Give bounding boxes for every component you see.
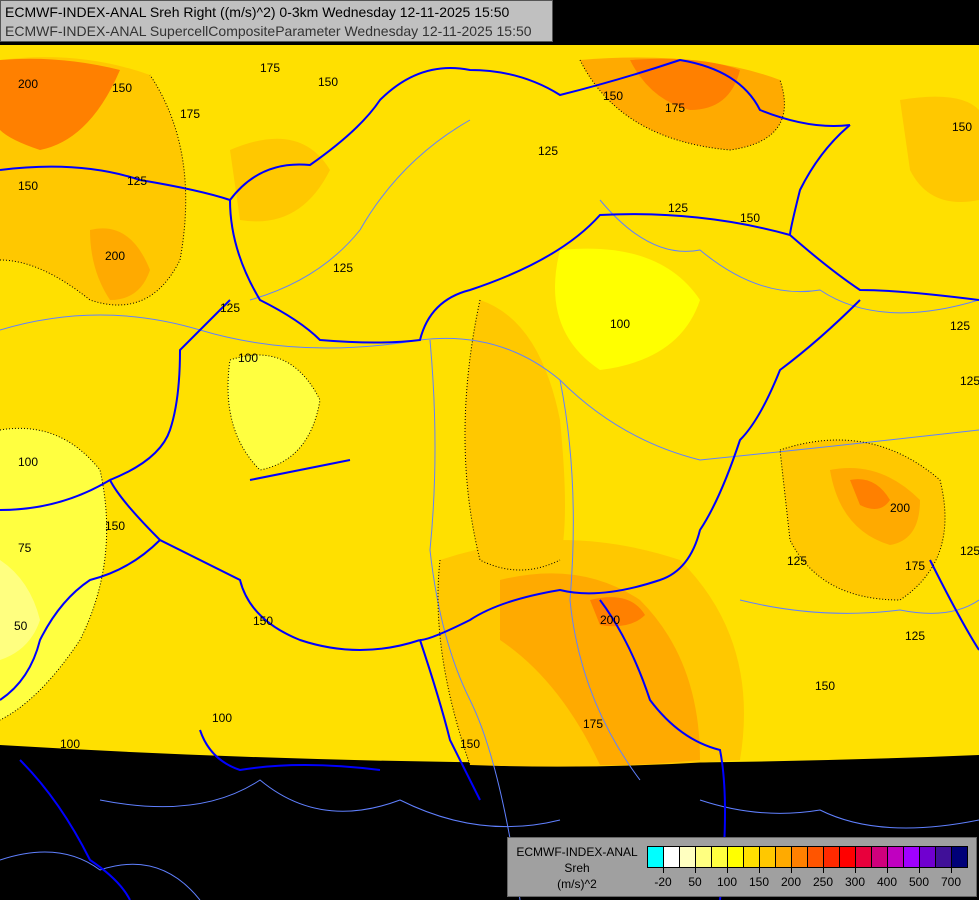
- top-nodata: [553, 0, 979, 45]
- legend-tick: [663, 868, 664, 873]
- contour-label: 200: [600, 613, 620, 627]
- contour-lines: [0, 59, 946, 766]
- legend-parameter: Sreh: [564, 861, 590, 875]
- contour-label: 200: [18, 77, 38, 91]
- legend-tick-label: 200: [780, 875, 802, 889]
- legend-tick-label: 500: [908, 875, 930, 889]
- contour-label: 175: [180, 107, 200, 121]
- map-title-box: ECMWF-INDEX-ANAL Sreh Right ((m/s)^2) 0-…: [0, 0, 553, 42]
- contour-label: 150: [460, 737, 480, 751]
- contour-label: 125: [787, 554, 807, 568]
- contour-labels: 200 150 175 150 175 150 175 125 125 150 125 150 150 2…: [14, 61, 979, 751]
- contour-label: 150: [318, 75, 338, 89]
- contour-label: 150: [18, 179, 38, 193]
- contour-label: 150: [105, 519, 125, 533]
- contour-label: 175: [260, 61, 280, 75]
- legend-swatch: [648, 847, 664, 867]
- legend-swatch: [712, 847, 728, 867]
- legend-tick-label: 300: [844, 875, 866, 889]
- legend-tick-label: 150: [748, 875, 770, 889]
- contour-label: 125: [127, 174, 147, 188]
- title-line-1: ECMWF-INDEX-ANAL Sreh Right ((m/s)^2) 0-…: [5, 4, 510, 20]
- legend-swatch: [840, 847, 856, 867]
- contour-label: 150: [603, 89, 623, 103]
- legend-swatch: [824, 847, 840, 867]
- legend-color-bar: [647, 846, 968, 868]
- legend-swatch: [872, 847, 888, 867]
- contour-label: 200: [890, 501, 910, 515]
- country-borders: [0, 58, 979, 900]
- contour-label: 200: [105, 249, 125, 263]
- legend-tick-label: 100: [716, 875, 738, 889]
- legend-unit: (m/s)^2: [557, 877, 597, 891]
- contour-label: 75: [18, 541, 32, 555]
- legend-tick: [791, 868, 792, 873]
- legend-swatch: [888, 847, 904, 867]
- field-100-zone: [0, 428, 107, 720]
- legend-swatch: [920, 847, 936, 867]
- contour-label: 125: [960, 374, 979, 388]
- contour-label: 125: [220, 301, 240, 315]
- contour-label: 125: [668, 201, 688, 215]
- legend-swatch: [792, 847, 808, 867]
- legend-tick: [823, 868, 824, 873]
- contour-label: 175: [905, 559, 925, 573]
- contour-label: 175: [583, 717, 603, 731]
- contour-label: 50: [14, 619, 28, 633]
- legend-swatch: [728, 847, 744, 867]
- legend-swatch: [696, 847, 712, 867]
- contour-label: 150: [740, 211, 760, 225]
- legend-tick: [951, 868, 952, 873]
- legend-tick-label: -20: [654, 875, 672, 889]
- legend-tick-label: 700: [940, 875, 962, 889]
- contour-label: 100: [610, 317, 630, 331]
- legend-swatch: [808, 847, 824, 867]
- legend-tick: [727, 868, 728, 873]
- contour-label: 100: [60, 737, 80, 751]
- legend-swatch: [776, 847, 792, 867]
- contour-label: 125: [333, 261, 353, 275]
- legend-tick-label: 250: [812, 875, 834, 889]
- contour-label: 150: [112, 81, 132, 95]
- legend-swatch: [680, 847, 696, 867]
- contour-label: 175: [665, 101, 685, 115]
- contour-label: 100: [212, 711, 232, 725]
- legend-tick: [919, 868, 920, 873]
- legend-swatch: [664, 847, 680, 867]
- legend-swatch: [952, 847, 967, 867]
- legend-model: ECMWF-INDEX-ANAL: [516, 845, 638, 859]
- contour-label: 125: [538, 144, 558, 158]
- legend-tick: [855, 868, 856, 873]
- contour-label: 100: [18, 455, 38, 469]
- title-line-2: ECMWF-INDEX-ANAL SupercellCompositeParam…: [5, 23, 532, 39]
- color-legend: ECMWF-INDEX-ANAL Sreh (m/s)^2 -20 50 100 15…: [507, 837, 977, 897]
- contour-label: 125: [960, 544, 979, 558]
- legend-swatch: [904, 847, 920, 867]
- legend-tick-label: 50: [688, 875, 702, 889]
- legend-swatch: [760, 847, 776, 867]
- legend-tick: [887, 868, 888, 873]
- contour-label: 150: [815, 679, 835, 693]
- legend-tick-label: 400: [876, 875, 898, 889]
- contour-label: 125: [950, 319, 970, 333]
- legend-swatch: [936, 847, 952, 867]
- legend-tick: [695, 868, 696, 873]
- contour-label: 125: [905, 629, 925, 643]
- contour-label: 150: [253, 614, 273, 628]
- legend-ticks: -20 50 100 150 200 250 300 400 500 700: [647, 868, 967, 892]
- legend-tick: [759, 868, 760, 873]
- contour-label: 100: [238, 351, 258, 365]
- contour-label: 150: [952, 120, 972, 134]
- legend-swatch: [856, 847, 872, 867]
- legend-swatch: [744, 847, 760, 867]
- legend-text: ECMWF-INDEX-ANAL Sreh (m/s)^2: [512, 844, 642, 892]
